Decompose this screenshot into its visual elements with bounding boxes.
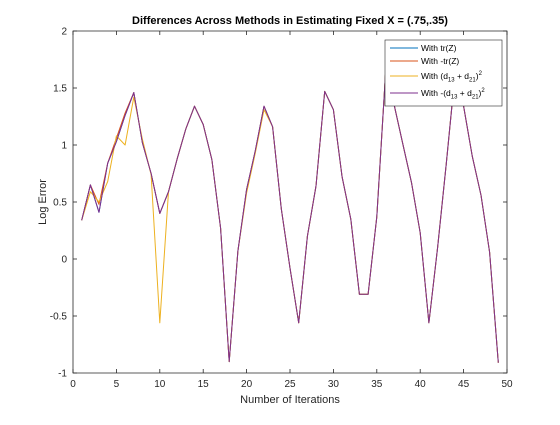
x-axis-label: Number of Iterations — [240, 394, 340, 406]
x-tick-label: 25 — [284, 379, 296, 390]
legend-label: With -tr(Z) — [421, 56, 459, 66]
y-tick-label: 1 — [61, 141, 67, 152]
x-tick-label: 40 — [415, 379, 427, 390]
x-tick-label: 20 — [241, 379, 253, 390]
legend-label: With tr(Z) — [421, 43, 457, 53]
x-tick-label: 35 — [371, 379, 383, 390]
x-tick-label: 45 — [458, 379, 470, 390]
y-tick-label: -0.5 — [50, 312, 68, 323]
legend-label: With (d13 + d21)2 — [421, 71, 483, 84]
legend: With tr(Z) With -tr(Z) With (d13 + d21)2 Wi… — [384, 39, 503, 107]
series-layer — [81, 73, 499, 363]
series-line-4 — [81, 73, 499, 363]
y-tick-label: -1 — [58, 369, 67, 380]
x-tick-label: 10 — [154, 379, 166, 390]
x-tick-label: 30 — [328, 379, 340, 390]
x-tick-label: 50 — [501, 379, 513, 390]
y-tick-label: 1.5 — [53, 84, 67, 95]
y-tick-label: 0 — [61, 255, 67, 266]
y-axis-label: Log Error — [37, 179, 49, 225]
x-tick-label: 0 — [70, 379, 76, 390]
y-tick-label: 0.5 — [53, 198, 67, 209]
y-tick-label: 2 — [61, 27, 67, 38]
x-axis: 0 5 10 15 20 25 30 35 40 45 50 — [70, 31, 513, 390]
x-tick-label: 5 — [114, 379, 120, 390]
legend-box — [384, 39, 503, 107]
legend-entries: With tr(Z) With -tr(Z) With (d13 + d21)2 Wi… — [390, 43, 485, 101]
y-axis: -1 -0.5 0 0.5 1 1.5 2 — [50, 27, 507, 380]
legend-label: With -(d13 + d21)2 — [421, 88, 485, 101]
chart-title: Differences Across Methods in Estimating… — [132, 15, 448, 27]
x-tick-label: 15 — [198, 379, 210, 390]
